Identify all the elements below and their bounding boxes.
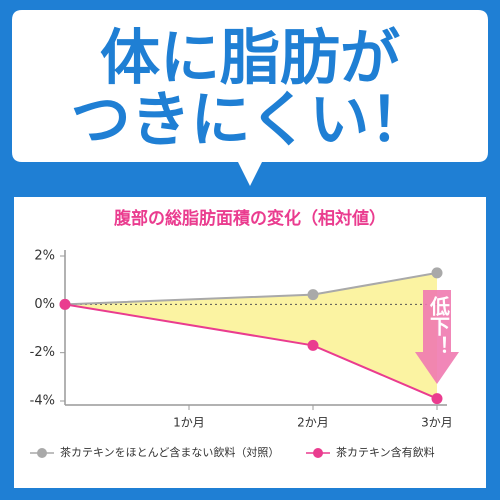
point [431, 267, 443, 279]
fill-between [65, 272, 437, 399]
point [307, 289, 319, 301]
x-tick-label: 2か月 [297, 416, 329, 430]
y-tick-label: 2% [34, 249, 55, 264]
headline: 体に脂肪が [100, 24, 400, 94]
point [307, 339, 319, 351]
y-tick-label: 0% [34, 297, 55, 312]
y-tick-label: -4% [30, 394, 55, 409]
legend-dot [313, 448, 323, 458]
y-tick-label: -2% [30, 345, 55, 360]
legend-label: 茶カテキンをほとんど含まない飲料（対照） [60, 445, 279, 459]
annotation: 低下！ [427, 295, 451, 356]
legend-dot [37, 448, 47, 458]
point [59, 298, 71, 310]
speech-bubble [12, 10, 488, 186]
headline: つきにくい！ [71, 86, 430, 156]
x-tick-label: 3か月 [421, 416, 453, 430]
arrow [415, 290, 459, 384]
x-tick-label: 1か月 [173, 416, 205, 430]
legend-label: 茶カテキン含有飲料 [336, 445, 435, 459]
chart-title: 腹部の総脂肪面積の変化（相対値） [114, 208, 386, 229]
point [431, 393, 443, 405]
